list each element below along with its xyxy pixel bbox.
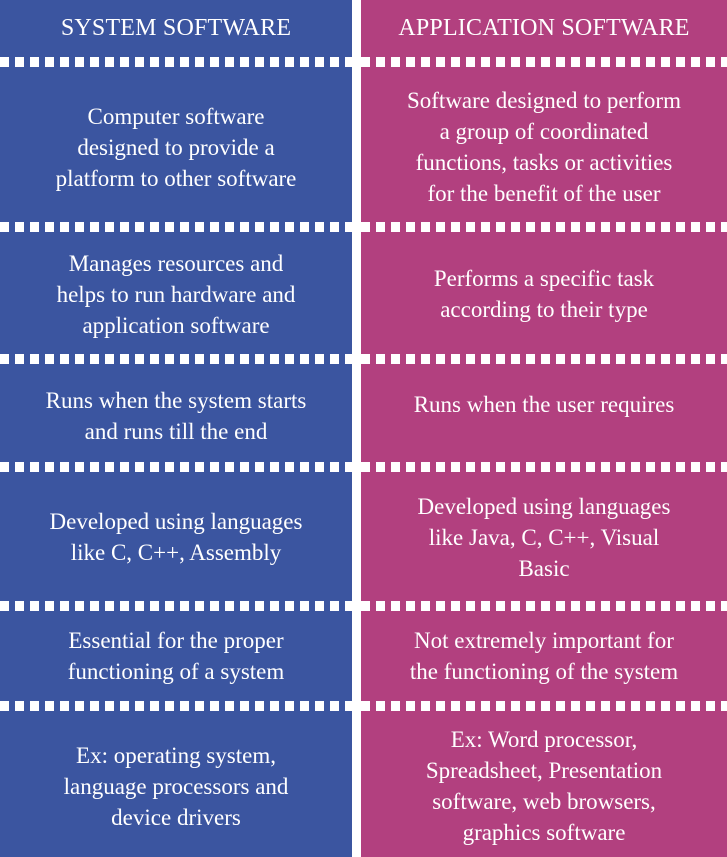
system-row-languages: Developed using languages like C, C++, A… [0, 480, 352, 594]
application-row-function-text: Performs a specific task according to th… [433, 266, 655, 322]
row-separator [361, 701, 727, 711]
application-row-definition: Software designed to perform a group of … [361, 82, 727, 212]
application-row-examples-text: Ex: Word processor, Spreadsheet, Present… [425, 727, 663, 845]
row-separator [361, 462, 727, 472]
application-row-runtime: Runs when the user requires [361, 374, 727, 434]
system-row-runtime: Runs when the system starts and runs til… [0, 374, 352, 458]
application-row-runtime-text: Runs when the user requires [413, 391, 675, 417]
system-software-header: SYSTEM SOFTWARE [0, 8, 352, 48]
application-software-header: APPLICATION SOFTWARE [361, 8, 727, 48]
row-separator [361, 222, 727, 232]
system-row-examples: Ex: operating system, language processor… [0, 721, 352, 851]
row-separator [361, 57, 727, 67]
application-row-languages-text: Developed using languages like Java, C, … [417, 493, 671, 581]
application-software-column: APPLICATION SOFTWARE Software designed t… [361, 0, 727, 857]
application-row-function: Performs a specific task according to th… [361, 242, 727, 346]
application-row-examples: Ex: Word processor, Spreadsheet, Present… [361, 721, 727, 851]
application-row-languages: Developed using languages like Java, C, … [361, 480, 727, 594]
system-row-examples-text: Ex: operating system, language processor… [63, 742, 289, 830]
application-row-importance: Not extremely important for the function… [361, 617, 727, 695]
application-row-definition-text: Software designed to perform a group of … [406, 88, 681, 206]
system-row-definition: Computer software designed to provide a … [0, 82, 352, 212]
system-row-function: Manages resources and helps to run hardw… [0, 242, 352, 346]
system-software-header-text: SYSTEM SOFTWARE [60, 14, 292, 41]
row-separator [361, 354, 727, 364]
row-separator [0, 354, 352, 364]
row-separator [0, 57, 352, 67]
system-row-runtime-text: Runs when the system starts and runs til… [45, 388, 307, 444]
system-row-definition-text: Computer software designed to provide a … [55, 103, 297, 191]
system-software-column: SYSTEM SOFTWARE Computer software design… [0, 0, 352, 857]
row-separator [0, 462, 352, 472]
row-separator [361, 601, 727, 611]
row-separator [0, 601, 352, 611]
application-row-importance-text: Not extremely important for the function… [409, 628, 679, 684]
application-software-header-text: APPLICATION SOFTWARE [398, 14, 690, 41]
system-row-function-text: Manages resources and helps to run hardw… [56, 250, 296, 338]
system-row-importance: Essential for the proper functioning of … [0, 617, 352, 695]
system-row-languages-text: Developed using languages like C, C++, A… [49, 509, 303, 565]
system-row-importance-text: Essential for the proper functioning of … [67, 628, 285, 684]
row-separator [0, 222, 352, 232]
row-separator [0, 701, 352, 711]
